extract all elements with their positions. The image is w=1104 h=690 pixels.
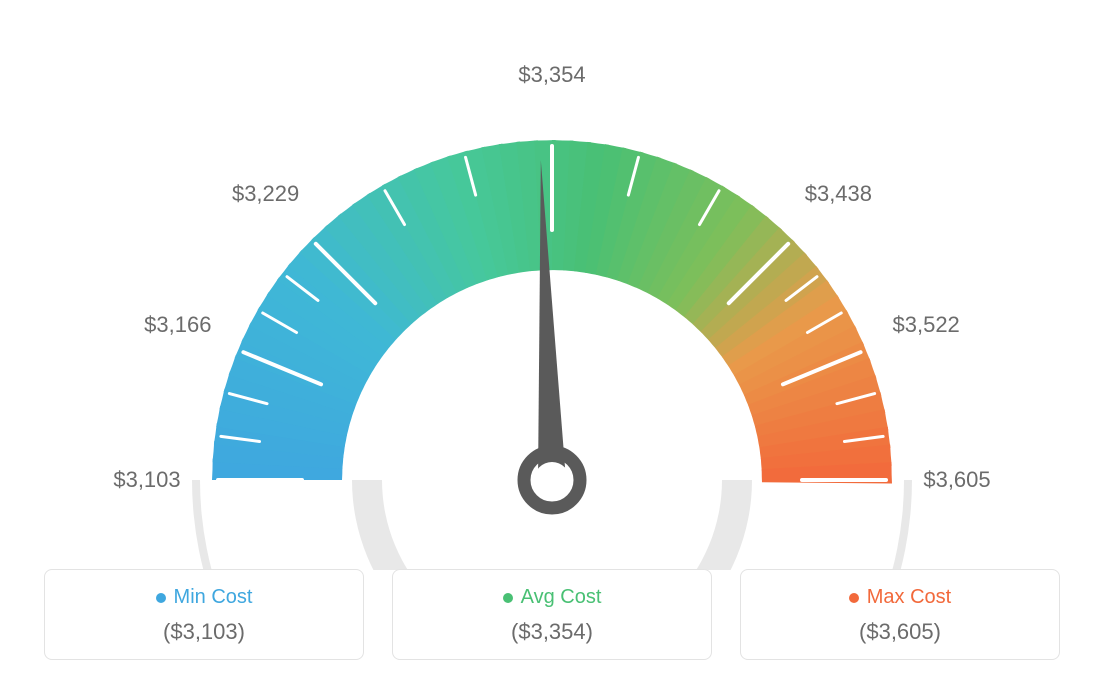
min-cost-title: Min Cost bbox=[156, 586, 253, 609]
min-dot-icon bbox=[156, 593, 166, 603]
max-cost-value: ($3,605) bbox=[751, 619, 1049, 645]
avg-cost-label: Avg Cost bbox=[521, 586, 602, 609]
max-dot-icon bbox=[849, 593, 859, 603]
min-cost-label: Min Cost bbox=[174, 586, 253, 609]
avg-cost-title: Avg Cost bbox=[503, 586, 602, 609]
avg-cost-card: Avg Cost ($3,354) bbox=[392, 569, 712, 660]
gauge-tick-label: $3,605 bbox=[923, 467, 990, 493]
gauge-tick-label: $3,522 bbox=[893, 312, 960, 338]
max-cost-label: Max Cost bbox=[867, 586, 951, 609]
gauge-svg bbox=[102, 50, 1002, 570]
gauge-tick-label: $3,166 bbox=[144, 312, 211, 338]
max-cost-card: Max Cost ($3,605) bbox=[740, 569, 1060, 660]
gauge-tick-label: $3,438 bbox=[805, 181, 872, 207]
gauge-chart: $3,103 $3,166 $3,229 $3,354 $3,438 $3,522 $3,6… bbox=[102, 50, 1002, 550]
max-cost-title: Max Cost bbox=[849, 586, 951, 609]
gauge-tick-label: $3,229 bbox=[232, 181, 299, 207]
avg-dot-icon bbox=[503, 593, 513, 603]
gauge-tick-label: $3,103 bbox=[113, 467, 180, 493]
min-cost-card: Min Cost ($3,103) bbox=[44, 569, 364, 660]
avg-cost-value: ($3,354) bbox=[403, 619, 701, 645]
summary-cards: Min Cost ($3,103) Avg Cost ($3,354) Max … bbox=[44, 569, 1060, 660]
min-cost-value: ($3,103) bbox=[55, 619, 353, 645]
gauge-tick-label: $3,354 bbox=[518, 62, 585, 88]
